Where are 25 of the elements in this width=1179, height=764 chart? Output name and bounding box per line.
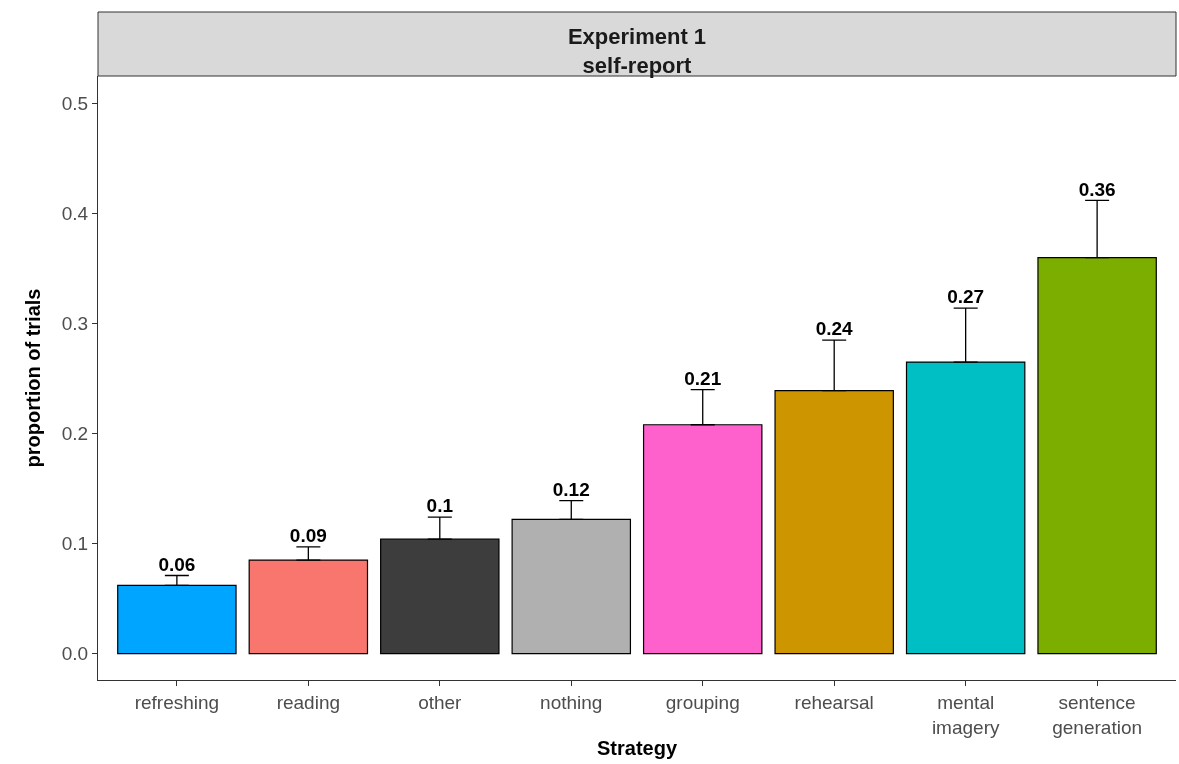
data-label: 0.06 <box>158 553 196 575</box>
x-tick-label: sentence generation <box>1052 691 1143 738</box>
x-tick-label: nothing <box>540 691 603 713</box>
x-tick-label: reading <box>276 691 341 713</box>
x-axis-title: Strategy <box>596 737 678 759</box>
data-label: 0.1 <box>426 495 454 517</box>
y-tick-label: 0.0 <box>61 643 89 665</box>
y-tick-label: 0.1 <box>61 533 89 555</box>
chart-title: Experiment 1 self-report <box>567 24 707 78</box>
data-label: 0.12 <box>552 478 590 500</box>
y-tick-label: 0.3 <box>61 313 89 335</box>
y-tick-label: 0.2 <box>61 423 89 445</box>
data-label: 0.27 <box>947 286 985 308</box>
x-tick-label: mental imagery <box>931 691 1000 738</box>
y-tick-label: 0.4 <box>61 203 89 225</box>
data-label: 0.21 <box>684 367 722 389</box>
data-label: 0.24 <box>815 318 854 340</box>
x-tick-label: other <box>418 691 463 713</box>
x-tick-label: rehearsal <box>794 691 874 713</box>
data-label: 0.36 <box>1078 178 1116 200</box>
data-label: 0.09 <box>289 525 327 547</box>
y-axis-title: proportion of trials <box>22 288 45 468</box>
x-tick-label: refreshing <box>134 691 220 713</box>
x-tick-label: grouping <box>665 691 740 713</box>
y-tick-label: 0.5 <box>61 93 89 115</box>
